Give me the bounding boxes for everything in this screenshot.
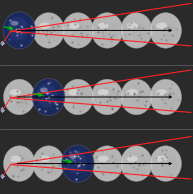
Ellipse shape — [98, 156, 109, 162]
FancyBboxPatch shape — [1, 175, 3, 177]
Ellipse shape — [62, 13, 94, 48]
Ellipse shape — [62, 79, 94, 115]
Ellipse shape — [156, 156, 167, 162]
Ellipse shape — [127, 23, 138, 29]
Ellipse shape — [132, 90, 148, 109]
Ellipse shape — [162, 23, 178, 42]
Ellipse shape — [8, 17, 28, 41]
Ellipse shape — [10, 156, 21, 162]
Ellipse shape — [91, 13, 123, 48]
Ellipse shape — [74, 90, 90, 109]
Ellipse shape — [68, 89, 80, 95]
Ellipse shape — [91, 79, 123, 115]
Ellipse shape — [156, 23, 167, 29]
Ellipse shape — [103, 23, 119, 42]
Ellipse shape — [156, 89, 167, 95]
Ellipse shape — [11, 21, 19, 26]
Ellipse shape — [127, 89, 138, 95]
Ellipse shape — [103, 157, 119, 175]
FancyBboxPatch shape — [1, 108, 3, 111]
Ellipse shape — [150, 146, 181, 181]
Ellipse shape — [162, 90, 178, 109]
Ellipse shape — [69, 154, 77, 159]
Ellipse shape — [121, 13, 152, 48]
Ellipse shape — [39, 156, 50, 162]
Ellipse shape — [62, 145, 94, 182]
Ellipse shape — [45, 23, 60, 42]
Ellipse shape — [15, 157, 31, 175]
Ellipse shape — [132, 157, 148, 175]
Ellipse shape — [150, 13, 181, 48]
Ellipse shape — [127, 156, 138, 162]
Ellipse shape — [91, 146, 123, 181]
Ellipse shape — [10, 89, 21, 95]
Ellipse shape — [32, 78, 65, 116]
Ellipse shape — [37, 84, 57, 107]
Ellipse shape — [40, 87, 48, 92]
Ellipse shape — [68, 23, 80, 29]
Ellipse shape — [39, 23, 50, 29]
Ellipse shape — [121, 146, 152, 181]
Ellipse shape — [45, 157, 60, 175]
Ellipse shape — [3, 79, 35, 115]
Ellipse shape — [3, 12, 36, 49]
FancyBboxPatch shape — [1, 42, 3, 44]
Ellipse shape — [162, 157, 178, 175]
Ellipse shape — [74, 23, 90, 42]
Ellipse shape — [15, 90, 31, 109]
Ellipse shape — [98, 23, 109, 29]
Ellipse shape — [66, 150, 87, 174]
Ellipse shape — [121, 79, 152, 115]
Ellipse shape — [33, 146, 64, 181]
Ellipse shape — [33, 13, 64, 48]
Ellipse shape — [132, 23, 148, 42]
Ellipse shape — [98, 89, 109, 95]
Ellipse shape — [3, 146, 35, 181]
Ellipse shape — [150, 79, 181, 115]
Ellipse shape — [103, 90, 119, 109]
